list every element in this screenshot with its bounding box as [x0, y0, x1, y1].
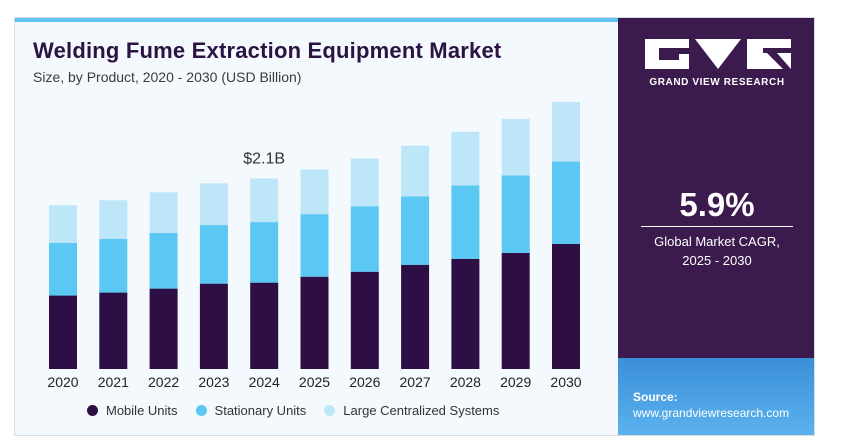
- x-tick-label-2025: 2025: [299, 374, 330, 390]
- bar-large-2022: [149, 192, 178, 234]
- x-tick-label-2020: 2020: [47, 374, 78, 390]
- bar-large-2026: [350, 158, 379, 207]
- x-tick-label-2024: 2024: [249, 374, 280, 390]
- legend-item-large-centralized: Large Centralized Systems: [324, 403, 499, 418]
- bar-large-2024: [250, 178, 279, 223]
- bar-mobile-2024: [250, 282, 279, 369]
- bar-mobile-2029: [501, 252, 530, 369]
- legend-item-stationary-units: Stationary Units: [195, 403, 307, 418]
- cagr-value: 5.9%: [679, 186, 755, 223]
- bar-stationary-2030: [552, 161, 580, 244]
- bar-mobile-2021: [99, 292, 128, 369]
- bar-stationary-2029: [501, 175, 530, 253]
- annotation-2024: $2.1B: [243, 150, 285, 167]
- bar-mobile-2022: [149, 288, 178, 369]
- x-tick-label-2026: 2026: [349, 374, 380, 390]
- chart-legend: Mobile Units Stationary Units Large Cent…: [87, 403, 499, 418]
- stacked-bar-chart: 2020 2021 2022 2023 2024 $2.1B 2025 2026 2027 202…: [47, 101, 582, 390]
- chart-subtitle: Size, by Product, 2020 - 2030 (USD Billi…: [33, 69, 302, 85]
- bar-stationary-2023: [199, 225, 228, 284]
- cagr-label-line2: 2025 - 2030: [682, 253, 752, 268]
- x-tick-label-2022: 2022: [148, 374, 179, 390]
- cagr-divider: [641, 226, 793, 227]
- bar-stationary-2022: [149, 233, 178, 289]
- legend-swatch-stationary: [195, 405, 207, 416]
- legend-swatch-mobile: [87, 405, 98, 416]
- cagr-label: Global Market CAGR, 2025 - 2030: [618, 232, 814, 270]
- bar-mobile-2027: [401, 264, 430, 369]
- x-tick-label-2028: 2028: [450, 374, 481, 390]
- top-accent-line: [15, 18, 618, 22]
- bar-stationary-2020: [49, 242, 77, 296]
- bar-stationary-2028: [451, 185, 480, 259]
- bar-stationary-2027: [401, 196, 430, 265]
- bar-stationary-2026: [350, 206, 379, 272]
- bar-mobile-2026: [350, 271, 379, 369]
- bar-large-2025: [300, 169, 329, 215]
- grand-view-research-logo: [645, 39, 791, 69]
- bar-mobile-2030: [552, 243, 580, 369]
- legend-label-stationary: Stationary Units: [214, 403, 307, 418]
- source-label: Source:: [633, 390, 678, 404]
- source-url[interactable]: www.grandviewresearch.com: [633, 406, 790, 420]
- bar-mobile-2028: [451, 258, 480, 369]
- side-panel-footer: [618, 358, 814, 435]
- bar-mobile-2025: [300, 276, 329, 369]
- bar-stationary-2024: [250, 222, 279, 283]
- x-tick-label-2029: 2029: [500, 374, 531, 390]
- bar-large-2029: [501, 118, 530, 176]
- bar-large-2030: [552, 101, 580, 162]
- bar-stationary-2021: [99, 238, 128, 293]
- bar-large-2020: [49, 205, 77, 243]
- bar-stationary-2025: [300, 214, 329, 277]
- x-tick-label-2021: 2021: [98, 374, 129, 390]
- legend-item-mobile-units: Mobile Units: [87, 403, 178, 418]
- bar-large-2021: [99, 200, 128, 239]
- chart-card: Welding Fume Extraction Equipment Market…: [14, 17, 815, 436]
- x-tick-label-2030: 2030: [550, 374, 581, 390]
- legend-label-large: Large Centralized Systems: [343, 403, 500, 418]
- side-panel: GRAND VIEW RESEARCH 5.9% Global Market C…: [618, 18, 814, 435]
- chart-title: Welding Fume Extraction Equipment Market: [33, 38, 502, 63]
- x-tick-label-2023: 2023: [198, 374, 229, 390]
- cagr-label-line1: Global Market CAGR,: [654, 234, 780, 249]
- legend-label-mobile: Mobile Units: [106, 403, 178, 418]
- bar-mobile-2020: [49, 295, 77, 369]
- legend-swatch-large: [324, 405, 336, 416]
- bar-large-2023: [199, 183, 228, 226]
- bar-large-2028: [451, 131, 480, 186]
- bar-mobile-2023: [199, 283, 228, 369]
- x-tick-label-2027: 2027: [400, 374, 431, 390]
- brand-name: GRAND VIEW RESEARCH: [649, 77, 785, 88]
- bar-large-2027: [401, 145, 430, 197]
